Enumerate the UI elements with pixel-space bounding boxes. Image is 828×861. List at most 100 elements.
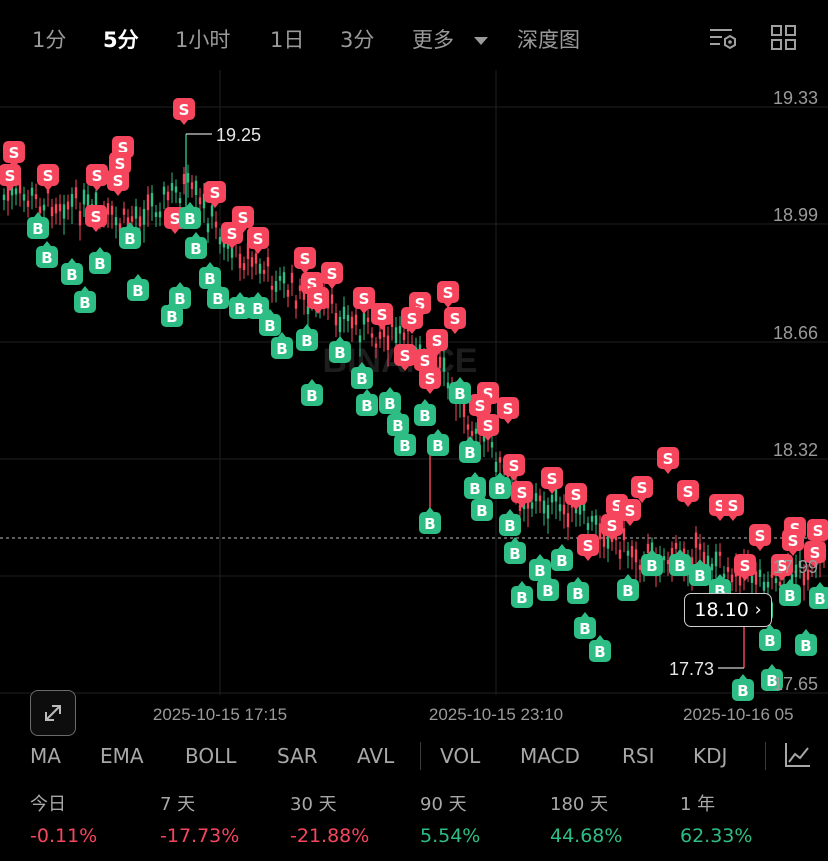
candle-body: [494, 461, 498, 473]
indicator-sar[interactable]: SAR: [277, 744, 318, 768]
price-chart-area[interactable]: BINANCE SSSSSSSSSSSSSSSSSSSSSSSSSSSSSSSS…: [0, 70, 828, 736]
svg-text:B: B: [800, 637, 811, 655]
svg-text:B: B: [764, 632, 775, 650]
svg-text:S: S: [420, 352, 431, 370]
svg-text:S: S: [359, 290, 370, 308]
svg-text:S: S: [483, 385, 494, 403]
candle-body: [766, 581, 770, 588]
candlestick-chart[interactable]: BINANCE SSSSSSSSSSSSSSSSSSSSSSSSSSSSSSSS…: [0, 70, 828, 725]
candle-body: [622, 528, 626, 541]
candle-body: [550, 494, 554, 503]
candle-body: [230, 247, 234, 258]
candle-body: [306, 305, 310, 315]
svg-text:S: S: [43, 167, 54, 185]
timeframe-1d[interactable]: 1日: [270, 28, 305, 52]
candle-body: [438, 356, 442, 368]
svg-text:B: B: [572, 585, 583, 603]
candle-body: [174, 186, 178, 193]
svg-text:S: S: [483, 417, 494, 435]
svg-text:B: B: [190, 240, 201, 258]
indicator-ema[interactable]: EMA: [100, 744, 144, 768]
svg-text:B: B: [784, 587, 795, 605]
svg-text:B: B: [356, 370, 367, 388]
candle-body: [546, 505, 550, 519]
candle-body: [758, 569, 762, 577]
svg-text:S: S: [813, 522, 824, 540]
svg-text:S: S: [238, 209, 249, 227]
candle-body: [378, 331, 382, 339]
buy-marker: B: [379, 387, 401, 414]
sell-marker: S: [577, 534, 599, 561]
svg-text:S: S: [443, 284, 454, 302]
performance-summary: 今日 -0.11% 7 天 -17.73% 30 天 -21.88% 90 天 …: [0, 784, 828, 861]
indicator-avl[interactable]: AVL: [357, 744, 395, 768]
candle-body: [134, 206, 138, 219]
candle-body: [138, 216, 142, 227]
candle-body: [226, 243, 230, 249]
candle-body: [646, 543, 650, 553]
svg-text:S: S: [118, 139, 129, 157]
candles: [2, 134, 826, 668]
svg-text:S: S: [92, 167, 103, 185]
svg-text:S: S: [415, 295, 426, 313]
candle-body: [554, 486, 558, 502]
timeframe-3m[interactable]: 3分: [340, 28, 375, 52]
indicator-rsi[interactable]: RSI: [622, 744, 655, 768]
perf-value: -21.88%: [290, 825, 370, 847]
buy-marker: B: [537, 574, 559, 601]
candle-body: [58, 204, 62, 212]
svg-text:B: B: [516, 589, 527, 607]
svg-text:S: S: [509, 457, 520, 475]
chart-settings-icon[interactable]: [708, 24, 738, 52]
more-timeframes-dropdown[interactable]: 更多: [412, 24, 489, 54]
candle-body: [402, 332, 406, 341]
candle-body: [282, 272, 286, 284]
depth-chart-tab[interactable]: 深度图: [517, 28, 580, 52]
buy-marker: B: [732, 674, 754, 701]
buy-marker: B: [356, 389, 378, 416]
indicator-divider: [420, 742, 421, 770]
candle-body: [666, 560, 670, 565]
buy-marker: B: [207, 282, 229, 309]
candle-body: [774, 578, 778, 584]
svg-text:S: S: [475, 397, 486, 415]
timeframe-1h[interactable]: 1小时: [175, 28, 231, 52]
candle-body: [18, 177, 22, 194]
candle-body: [586, 523, 590, 530]
candle-body: [354, 314, 358, 325]
timeframe-5m[interactable]: 5分: [103, 28, 139, 52]
layout-grid-icon[interactable]: [770, 24, 800, 52]
indicator-chart-icon[interactable]: [783, 740, 813, 775]
perf-today: 今日 -0.11%: [30, 790, 97, 847]
svg-text:B: B: [694, 567, 705, 585]
svg-text:S: S: [715, 497, 726, 515]
candle-body: [350, 316, 354, 329]
candle-body: [262, 269, 266, 274]
candle-body: [82, 189, 86, 205]
indicator-boll[interactable]: BOLL: [185, 744, 237, 768]
fullscreen-button[interactable]: [30, 690, 76, 736]
timeframe-1m[interactable]: 1分: [32, 28, 67, 52]
sell-marker: S: [565, 483, 587, 510]
svg-text:B: B: [766, 672, 777, 690]
sell-marker: S: [401, 307, 423, 334]
candle-body: [338, 316, 342, 333]
svg-text:B: B: [132, 282, 143, 300]
candle-body: [74, 187, 78, 199]
indicator-macd[interactable]: MACD: [520, 744, 580, 768]
current-price-tag[interactable]: 18.10 ›: [684, 593, 772, 627]
buy-marker: B: [459, 436, 481, 463]
indicator-ma[interactable]: MA: [30, 744, 61, 768]
indicator-vol[interactable]: VOL: [440, 744, 481, 768]
perf-value: 62.33%: [680, 825, 753, 847]
indicator-kdj[interactable]: KDJ: [693, 744, 728, 768]
svg-text:B: B: [66, 266, 77, 284]
candle-body: [274, 281, 278, 292]
svg-text:S: S: [307, 275, 318, 293]
high-price-label: 19.25: [216, 125, 261, 145]
candle-body: [366, 317, 370, 322]
price-tick: 18.32: [773, 440, 818, 460]
candle-body: [578, 504, 582, 515]
candle-body: [790, 574, 794, 585]
